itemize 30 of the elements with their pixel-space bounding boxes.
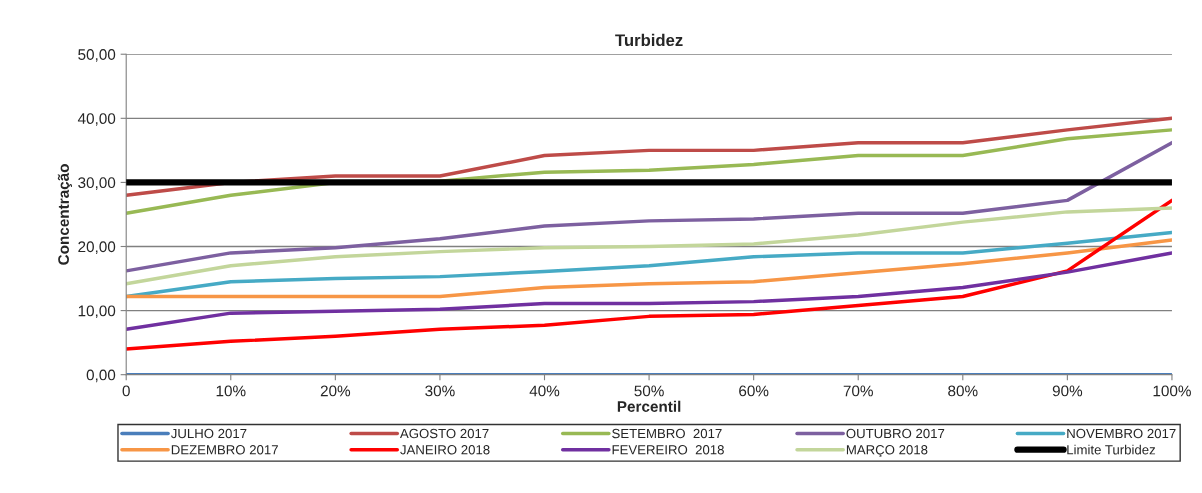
y-tick-label: 0,00 bbox=[86, 369, 116, 383]
x-tick-label: 70% bbox=[843, 385, 873, 397]
x-tick-label: 0 bbox=[122, 385, 130, 397]
x-tick-label: 40% bbox=[529, 385, 560, 397]
legend-label: JULHO 2017 bbox=[170, 428, 247, 439]
x-tick-label: 80% bbox=[948, 385, 978, 397]
legend-label: FEVEREIRO 2018 bbox=[612, 445, 724, 455]
x-tick-label: 30% bbox=[425, 385, 455, 397]
x-tick-label: 10% bbox=[216, 385, 246, 397]
x-tick-label: 100% bbox=[1153, 385, 1191, 397]
legend-label: JANEIRO 2018 bbox=[400, 445, 490, 455]
y-tick-label: 30,00 bbox=[78, 177, 116, 190]
x-tick-label: 90% bbox=[1052, 385, 1083, 397]
x-tick-label: 50% bbox=[634, 385, 664, 397]
x-tick-label: 60% bbox=[739, 385, 769, 397]
y-tick-label: 50,00 bbox=[78, 49, 116, 62]
legend-label: AGOSTO 2017 bbox=[399, 428, 489, 439]
legend-label: SETEMBRO 2017 bbox=[612, 428, 722, 439]
legend-label: OUTUBRO 2017 bbox=[846, 428, 945, 439]
y-tick-label: 20,00 bbox=[78, 241, 116, 254]
y-tick-label: 40,00 bbox=[77, 113, 116, 126]
legend-label: DEZEMBRO 2017 bbox=[171, 445, 278, 455]
chart-title: Turbidez bbox=[615, 33, 683, 47]
y-tick-label: 10,00 bbox=[78, 305, 116, 319]
legend-label: MARÇO 2018 bbox=[846, 445, 928, 458]
x-axis-title: Percentil bbox=[617, 400, 681, 412]
y-axis-title: Concentração bbox=[57, 164, 73, 265]
x-tick-label: 20% bbox=[320, 385, 351, 397]
legend-label: NOVEMBRO 2017 bbox=[1067, 428, 1176, 439]
legend-label: Limite Turbidez bbox=[1067, 444, 1156, 455]
